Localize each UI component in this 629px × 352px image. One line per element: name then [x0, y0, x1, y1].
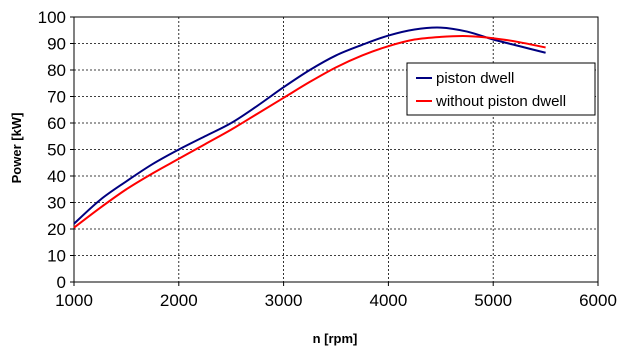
y-tick-label: 20 — [47, 220, 66, 239]
y-tick-label: 100 — [38, 8, 66, 27]
y-tick-label: 90 — [47, 35, 66, 54]
legend: piston dwell without piston dwell — [406, 62, 596, 116]
x-axis-title: n [rpm] — [313, 331, 358, 346]
series-line-without-piston-dwell — [73, 35, 546, 229]
y-tick-label: 70 — [47, 88, 66, 107]
y-tick-label: 0 — [57, 273, 66, 292]
y-tick-label: 10 — [47, 247, 66, 266]
y-axis-ticks: 0 10 20 30 40 50 60 70 80 90 100 — [38, 8, 74, 292]
series-line-piston-dwell — [73, 26, 546, 225]
x-tick-label: 3000 — [265, 291, 303, 310]
x-tick-label: 1000 — [55, 291, 93, 310]
y-tick-label: 60 — [47, 114, 66, 133]
gridlines — [74, 17, 598, 282]
x-tick-label: 6000 — [579, 291, 617, 310]
series-lines — [73, 26, 546, 229]
legend-label-piston-dwell: piston dwell — [436, 70, 514, 87]
y-tick-label: 80 — [47, 61, 66, 80]
y-tick-label: 30 — [47, 194, 66, 213]
x-tick-label: 5000 — [474, 291, 512, 310]
y-tick-label: 50 — [47, 141, 66, 160]
legend-box — [406, 62, 596, 116]
x-tick-label: 4000 — [369, 291, 407, 310]
y-tick-label: 40 — [47, 167, 66, 186]
x-tick-label: 2000 — [160, 291, 198, 310]
y-axis-title: Power [kW] — [9, 113, 24, 184]
x-axis-ticks: 1000 2000 3000 4000 5000 6000 — [55, 282, 617, 310]
legend-label-without-piston-dwell: without piston dwell — [435, 93, 566, 110]
